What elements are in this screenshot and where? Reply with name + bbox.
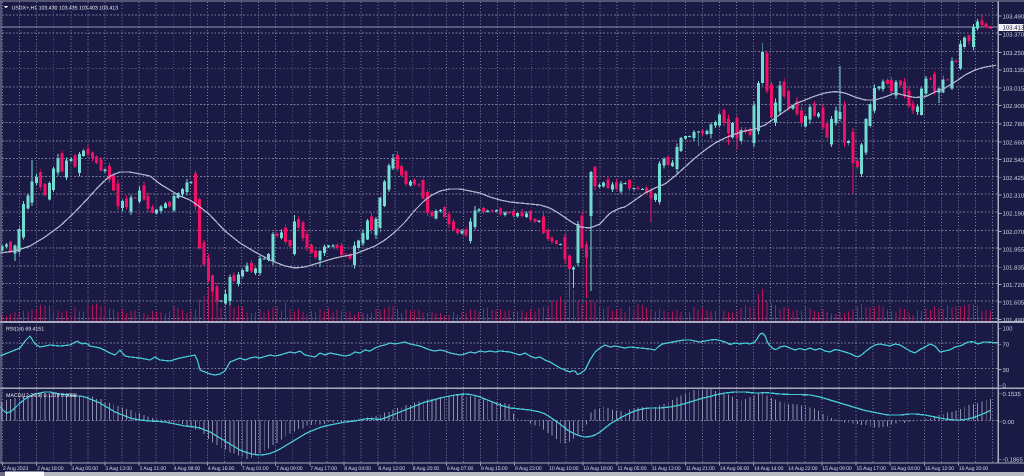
svg-text:102.780: 102.780	[1003, 121, 1024, 128]
svg-text:102.190: 102.190	[1003, 211, 1024, 218]
svg-text:7 Aug 01:00: 7 Aug 01:00	[242, 466, 269, 472]
svg-text:103.370: 103.370	[1003, 32, 1024, 39]
svg-text:10 Aug 18:00: 10 Aug 18:00	[583, 466, 613, 472]
svg-text:101.835: 101.835	[1003, 265, 1024, 272]
svg-text:3 Aug 05:00: 3 Aug 05:00	[71, 466, 98, 472]
svg-text:16 Aug 04:00: 16 Aug 04:00	[891, 466, 921, 472]
svg-text:103.490: 103.490	[1003, 13, 1024, 20]
svg-text:11 Aug 21:00: 11 Aug 21:00	[686, 466, 715, 472]
svg-text:0: 0	[1003, 383, 1007, 390]
svg-text:4 Aug 08:00: 4 Aug 08:00	[174, 466, 201, 472]
svg-text:USDX+,H1 103.430 103.435 103.4: USDX+,H1 103.430 103.435 103.403 103.413	[12, 6, 119, 12]
svg-text:9 Aug 23:00: 9 Aug 23:00	[515, 466, 542, 472]
svg-text:16 Aug 20:00: 16 Aug 20:00	[959, 466, 989, 472]
svg-text:102.425: 102.425	[1003, 175, 1024, 182]
svg-text:15 Aug 09:00: 15 Aug 09:00	[822, 466, 852, 472]
svg-text:8 Aug 20:00: 8 Aug 20:00	[413, 466, 440, 472]
svg-text:MACD(12,26,9) 0.1219 0.0088: MACD(12,26,9) 0.1219 0.0088	[6, 393, 77, 399]
svg-text:102.545: 102.545	[1003, 157, 1024, 164]
svg-text:8 Aug 12:00: 8 Aug 12:00	[378, 466, 405, 472]
svg-text:3 Aug 13:00: 3 Aug 13:00	[105, 466, 132, 472]
svg-text:103.413: 103.413	[1003, 25, 1024, 32]
svg-text:101.490: 101.490	[1003, 317, 1024, 324]
svg-text:102.070: 102.070	[1003, 229, 1024, 236]
svg-text:2 Aug 2023: 2 Aug 2023	[3, 466, 28, 472]
svg-text:9 Aug 15:00: 9 Aug 15:00	[481, 466, 508, 472]
svg-text:100: 100	[1003, 326, 1014, 333]
svg-text:7 Aug 09:00: 7 Aug 09:00	[276, 466, 303, 472]
svg-text:101.955: 101.955	[1003, 246, 1024, 253]
svg-text:103.250: 103.250	[1003, 50, 1024, 57]
svg-text:8 Aug 04:00: 8 Aug 04:00	[344, 466, 371, 472]
svg-text:103.135: 103.135	[1003, 67, 1024, 74]
svg-text:0.00: 0.00	[1003, 419, 1015, 426]
svg-text:14 Aug 06:00: 14 Aug 06:00	[720, 466, 750, 472]
svg-text:15 Aug 17:00: 15 Aug 17:00	[856, 466, 886, 472]
svg-text:4 Aug 16:00: 4 Aug 16:00	[208, 466, 235, 472]
svg-text:70: 70	[1003, 342, 1010, 349]
svg-text:30: 30	[1003, 367, 1010, 374]
svg-text:101.605: 101.605	[1003, 299, 1024, 306]
svg-text:11 Aug 05:00: 11 Aug 05:00	[617, 466, 646, 472]
svg-text:9 Aug 07:00: 9 Aug 07:00	[447, 466, 474, 472]
svg-text:101.720: 101.720	[1003, 282, 1024, 289]
svg-text:16 Aug 12:00: 16 Aug 12:00	[925, 466, 955, 472]
svg-text:-0.1865: -0.1865	[1003, 457, 1024, 464]
svg-text:3 Aug 21:00: 3 Aug 21:00	[140, 466, 167, 472]
svg-text:7 Aug 17:00: 7 Aug 17:00	[310, 466, 337, 472]
svg-text:103.015: 103.015	[1003, 85, 1024, 92]
svg-text:0.1535: 0.1535	[1003, 391, 1022, 398]
svg-text:102.310: 102.310	[1003, 192, 1024, 199]
svg-text:14 Aug 22:00: 14 Aug 22:00	[788, 466, 818, 472]
svg-text:2 Aug 18:00: 2 Aug 18:00	[37, 466, 64, 472]
svg-text:10 Aug 10:00: 10 Aug 10:00	[549, 466, 579, 472]
svg-text:11 Aug 13:00: 11 Aug 13:00	[652, 466, 681, 472]
svg-text:RSI(14) 69.4151: RSI(14) 69.4151	[6, 327, 44, 333]
svg-text:102.660: 102.660	[1003, 139, 1024, 146]
svg-text:102.900: 102.900	[1003, 103, 1024, 110]
svg-text:14 Aug 14:00: 14 Aug 14:00	[754, 466, 784, 472]
